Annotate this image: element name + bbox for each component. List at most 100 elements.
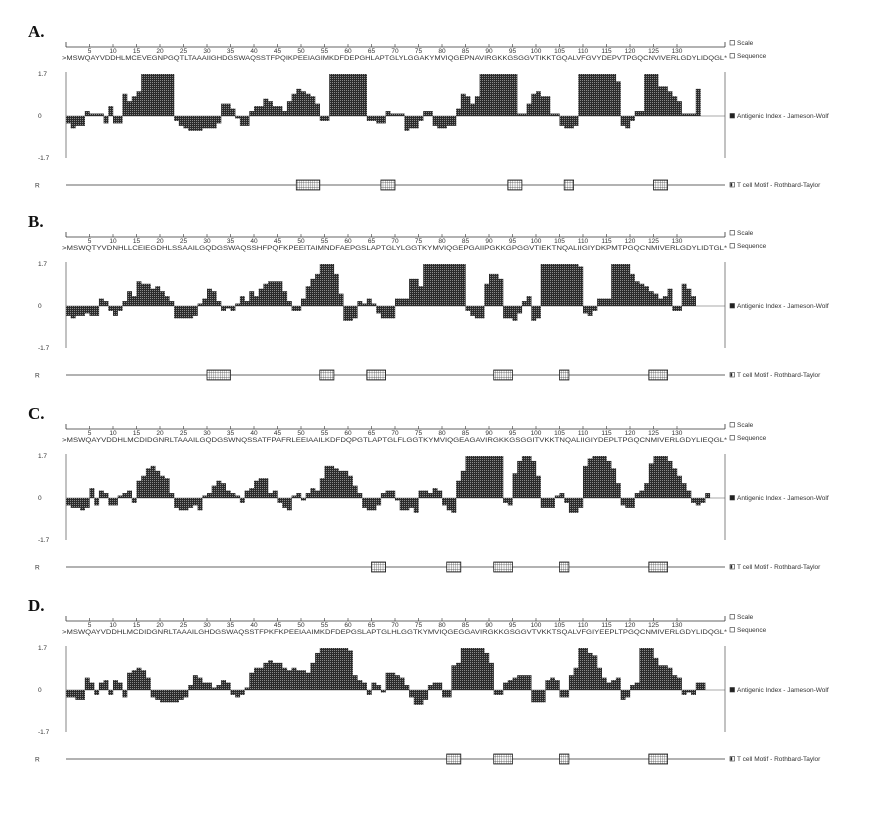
scale-tick-label: 10 — [109, 430, 117, 437]
scale-tick-label: 50 — [297, 238, 305, 245]
panel-b: B. 5 10 15 20 25 30 35 40 45 50 55 60 65 70 75 80 85 90 95 1… — [0, 212, 891, 402]
antigenic-bar — [244, 116, 250, 126]
scale-tick-label: 105 — [554, 622, 565, 629]
legend-antigenic-text: Antigenic Index - Jameson-Wolf — [737, 495, 829, 502]
antigenic-bar — [258, 667, 264, 690]
antigenic-bar — [507, 306, 513, 319]
antigenic-bar — [658, 298, 664, 306]
scale-tick-label: 15 — [133, 48, 141, 55]
antigenic-bar — [169, 301, 175, 306]
antigenic-bar — [108, 690, 114, 695]
antigenic-bar — [310, 488, 316, 498]
antigenic-bar — [305, 493, 311, 498]
tcell-motif-box — [493, 369, 513, 381]
antigenic-bar — [540, 498, 546, 508]
antigenic-bar — [249, 291, 255, 306]
antigenic-bar — [272, 281, 278, 306]
antigenic-bar — [409, 116, 414, 129]
tcell-row-label: R — [35, 565, 40, 572]
antigenic-bar — [343, 74, 349, 116]
antigenic-bar — [305, 286, 311, 306]
antigenic-bar — [695, 88, 701, 116]
antigenic-bar — [84, 111, 90, 116]
tcell-motif-box — [493, 753, 513, 765]
scale-tick-label: 115 — [601, 238, 612, 245]
antigenic-bar — [531, 306, 537, 321]
tcell-row-label: R — [35, 757, 40, 764]
antigenic-bar — [672, 468, 678, 498]
antigenic-bar — [230, 306, 236, 311]
scale-tick-label: 110 — [578, 238, 589, 245]
legend-scale-swatch — [729, 230, 735, 236]
antigenic-bar — [390, 672, 396, 690]
antigenic-bar — [380, 690, 386, 693]
antigenic-bar — [249, 488, 255, 498]
antigenic-bar — [66, 116, 71, 124]
antigenic-bar — [573, 498, 579, 513]
tcell-row-label: R — [35, 373, 40, 380]
antigenic-bar — [540, 264, 546, 306]
antigenic-bar — [568, 675, 574, 690]
antigenic-bar — [192, 498, 198, 506]
antigenic-bar — [620, 116, 626, 126]
antigenic-bar — [310, 662, 316, 690]
antigenic-bar — [503, 306, 508, 319]
antigenic-bar — [249, 111, 255, 116]
antigenic-bar — [343, 470, 349, 498]
antigenic-bar — [517, 306, 523, 314]
antigenic-bar — [521, 456, 527, 498]
antigenic-bar — [117, 495, 123, 498]
antigenic-bar — [216, 480, 222, 498]
scale-tick-label: 90 — [485, 622, 493, 629]
scale-tick-label: 80 — [438, 238, 446, 245]
antigenic-bar — [98, 490, 104, 498]
antigenic-bar — [686, 490, 692, 498]
antigenic-bar — [113, 116, 118, 124]
antigenic-bar — [385, 111, 391, 116]
antigenic-bar — [333, 74, 339, 116]
antigenic-bar — [404, 685, 410, 690]
antigenic-bar — [578, 498, 584, 508]
antigenic-bar — [470, 456, 476, 498]
antigenic-bar — [376, 306, 382, 314]
antigenic-bar — [329, 74, 335, 116]
scale-tick-label: 15 — [133, 238, 141, 245]
antigenic-bar — [611, 74, 617, 116]
antigenic-bar — [282, 498, 288, 508]
tcell-motif-box — [366, 369, 386, 381]
antigenic-bar — [564, 116, 570, 129]
scale-tick-label: 35 — [227, 238, 235, 245]
antigenic-bar — [700, 682, 706, 690]
antigenic-bar — [113, 680, 118, 690]
antigenic-bar — [681, 483, 687, 498]
antigenic-bar — [155, 74, 161, 116]
antigenic-bar — [615, 483, 621, 498]
antigenic-bar — [554, 680, 560, 690]
antigenic-bar — [606, 460, 612, 498]
antigenic-bar — [160, 475, 165, 498]
antigenic-bar — [583, 465, 588, 498]
antigenic-bar — [235, 116, 241, 119]
antigenic-bar — [630, 273, 635, 306]
antigenic-bar — [254, 480, 259, 498]
antigenic-bar — [550, 677, 555, 690]
antigenic-bar — [207, 493, 212, 498]
antigenic-bar — [615, 81, 621, 116]
antigenic-bar — [686, 113, 692, 116]
legend-sequence-text: Sequence — [737, 627, 767, 634]
scale-tick-label: 10 — [109, 238, 117, 245]
antigenic-bar — [489, 456, 494, 498]
antigenic-bar — [94, 113, 100, 116]
scale-tick-label: 120 — [625, 622, 636, 629]
antigenic-bar — [108, 498, 114, 506]
antigenic-bar — [630, 498, 635, 508]
antigenic-bar — [113, 498, 118, 506]
antigenic-bar — [230, 108, 236, 116]
panel-a: A. 5 10 15 20 25 30 35 40 45 50 55 60 65 70 75 80 85 90 95 1… — [0, 22, 891, 212]
antigenic-bar — [225, 490, 231, 498]
scale-tick-label: 55 — [321, 238, 329, 245]
antigenic-bar — [536, 91, 541, 116]
antigenic-bar — [66, 498, 71, 506]
legend-tcell-text: T cell Motif - Rothbard-Taylor — [737, 564, 821, 571]
antigenic-bar — [122, 493, 128, 498]
